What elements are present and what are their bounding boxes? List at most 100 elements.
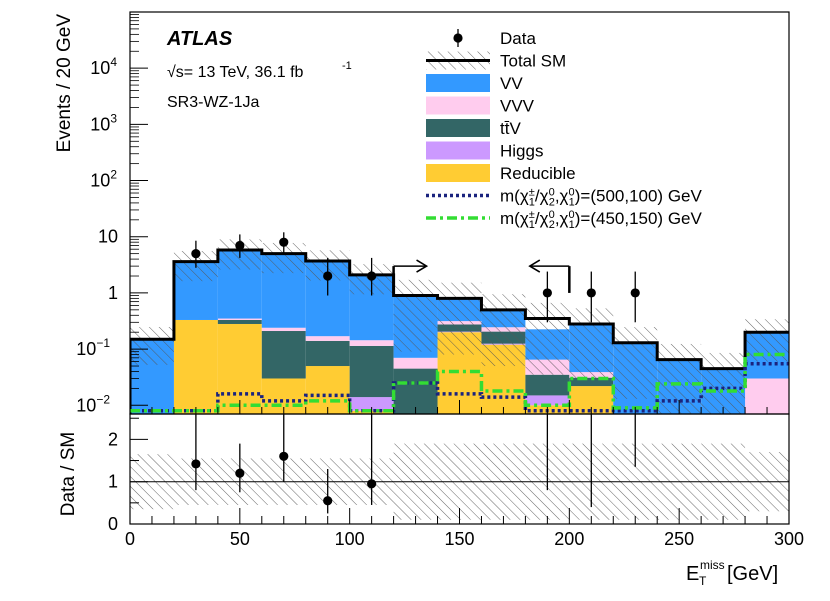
svg-text:-1: -1 bbox=[342, 60, 352, 72]
bar-ttv-6 bbox=[393, 368, 438, 414]
bar-reducible-4 bbox=[305, 366, 350, 414]
x-axis: 0 50 100 150 200 250 300 bbox=[125, 400, 804, 549]
bar-vvv-12 bbox=[657, 428, 701, 431]
ratio-panel bbox=[130, 414, 789, 520]
ratio-tick-label: 0 bbox=[108, 514, 118, 534]
data-point-1 bbox=[235, 234, 245, 258]
svg-text:T: T bbox=[699, 574, 707, 588]
y-tick-label: 10−2 bbox=[76, 392, 110, 415]
signal-region-arrows bbox=[392, 259, 571, 293]
svg-text:m(χ±1/χ02,χ01)=(450,150) GeV: m(χ± 1/χ0 2,χ0 1)=(450,150) GeV bbox=[500, 209, 702, 231]
data-points bbox=[191, 232, 640, 323]
legend-label: Data bbox=[500, 29, 536, 48]
ratio-data-points bbox=[191, 414, 636, 514]
y-tick-label: 102 bbox=[90, 168, 117, 191]
x-tick-label: 150 bbox=[444, 529, 474, 549]
x-tick-label: 50 bbox=[230, 529, 250, 549]
bar-ttv-2 bbox=[217, 319, 262, 324]
legend-label: Reducible bbox=[500, 164, 576, 183]
bar-higgs-9 bbox=[525, 395, 570, 406]
total-sm-line bbox=[130, 248, 789, 414]
signal-line-1 bbox=[130, 361, 789, 413]
ratio-point-0 bbox=[191, 414, 201, 491]
uncertainty-bin-13 bbox=[701, 352, 746, 414]
bar-vvv-3 bbox=[261, 327, 306, 332]
uncertainty-bin-8 bbox=[481, 294, 526, 367]
y-tick-label: 10 bbox=[98, 227, 118, 247]
signal-line-2 bbox=[130, 352, 789, 413]
uncertainty-bin-0 bbox=[130, 326, 174, 365]
bar-vvv-14 bbox=[745, 378, 789, 414]
ratio-point-3 bbox=[323, 469, 333, 514]
ratio-y-axis-title: Data / SM bbox=[58, 432, 79, 516]
data-point-6 bbox=[586, 271, 596, 323]
uncertainty-bin-6 bbox=[393, 279, 438, 352]
y-tick-label: 1 bbox=[108, 283, 118, 303]
legend-label: Total SM bbox=[500, 52, 566, 71]
energy-lumi-label: √s= 13 TeV, 36.1 fb -1 bbox=[167, 60, 352, 81]
bar-vvv-6 bbox=[393, 357, 438, 369]
bar-reducible-2 bbox=[217, 323, 262, 414]
data-point-7 bbox=[630, 271, 640, 323]
legend-item-vv: VV bbox=[426, 74, 523, 93]
bar-ttv-4 bbox=[305, 340, 350, 367]
x-tick-label: 250 bbox=[664, 529, 694, 549]
region-label: SR3-WZ-1Ja bbox=[167, 94, 260, 111]
legend-label: tt̄V bbox=[500, 119, 521, 138]
legend-label: VVV bbox=[500, 97, 535, 116]
legend-item-sig1: m(χ± 1/χ0 2,χ0 1)=(500,100) GeV bbox=[426, 187, 702, 209]
data-point-0 bbox=[191, 240, 201, 268]
data-point-3 bbox=[323, 257, 333, 296]
x-tick-label: 200 bbox=[554, 529, 584, 549]
uncertainty-bin-7 bbox=[437, 282, 482, 355]
y-axis-title: Events / 20 GeV bbox=[54, 14, 75, 153]
ratio-point-4 bbox=[367, 414, 377, 505]
ratio-y-axis: 2 1 0 bbox=[108, 417, 148, 534]
x-axis-title: E miss T [GeV] bbox=[686, 558, 778, 588]
bar-vvv-4 bbox=[305, 336, 350, 341]
legend-item-data: Data bbox=[453, 29, 536, 48]
sr-arrow-right bbox=[392, 259, 429, 293]
x-tick-label: 100 bbox=[335, 529, 365, 549]
bar-ttv-9 bbox=[525, 374, 570, 396]
legend-item-ttv: tt̄V bbox=[426, 119, 521, 138]
sr-arrow-left bbox=[528, 259, 571, 293]
y-tick-label: 10−1 bbox=[76, 336, 110, 359]
legend-label: Higgs bbox=[500, 142, 543, 161]
data-point-4 bbox=[367, 257, 377, 296]
legend-item-total: Total SM bbox=[426, 51, 566, 71]
ratio-point-1 bbox=[235, 443, 245, 493]
ratio-point-2 bbox=[279, 414, 289, 482]
data-point-2 bbox=[279, 232, 289, 254]
svg-text:[GeV]: [GeV] bbox=[727, 563, 778, 585]
svg-text:√s= 13 TeV, 36.1 fb: √s= 13 TeV, 36.1 fb bbox=[167, 64, 304, 81]
svg-text:m(χ±1/χ02,χ01)=(500,100) GeV: m(χ± 1/χ0 2,χ0 1)=(500,100) GeV bbox=[500, 187, 702, 209]
y-tick-label: 104 bbox=[90, 55, 117, 78]
main-panel bbox=[130, 232, 789, 431]
bar-vvv-13 bbox=[701, 428, 745, 431]
total-sm-histogram bbox=[130, 248, 789, 414]
legend-item-vvv: VVV bbox=[426, 96, 535, 116]
bar-ttv-3 bbox=[261, 331, 306, 379]
bar-vvv-5 bbox=[349, 340, 394, 346]
legend-item-reducible: Reducible bbox=[426, 164, 576, 183]
bar-higgs-5 bbox=[349, 397, 394, 411]
x-tick-label: 300 bbox=[774, 529, 804, 549]
ratio-tick-label: 1 bbox=[108, 472, 118, 492]
ratio-tick-label: 2 bbox=[108, 429, 118, 449]
y-tick-label: 103 bbox=[90, 111, 117, 134]
atlas-label: ATLAS bbox=[166, 28, 233, 50]
bar-reducible-1 bbox=[173, 319, 218, 414]
legend-item-higgs: Higgs bbox=[426, 141, 543, 161]
legend-item-sig2: m(χ± 1/χ0 2,χ0 1)=(450,150) GeV bbox=[426, 209, 702, 231]
svg-text:miss: miss bbox=[700, 558, 725, 572]
x-tick-label: 0 bbox=[125, 529, 135, 549]
signal-lines bbox=[130, 352, 789, 413]
legend-label: VV bbox=[500, 74, 523, 93]
svg-text:E: E bbox=[686, 563, 699, 585]
uncertainty-bin-11 bbox=[613, 327, 658, 399]
bar-ttv-5 bbox=[349, 345, 394, 398]
